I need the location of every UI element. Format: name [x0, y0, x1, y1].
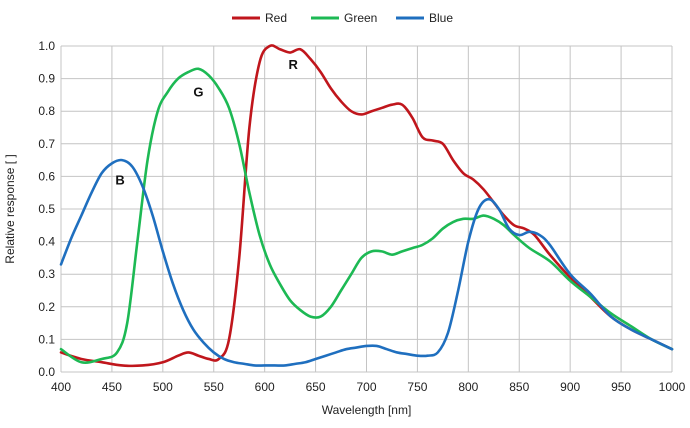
y-axis-title: Relative response [ ]: [3, 154, 17, 263]
y-tick-label: 0.7: [38, 137, 55, 151]
x-tick-label: 500: [153, 380, 173, 394]
y-tick-label: 0.2: [38, 300, 55, 314]
legend-label-green: Green: [344, 11, 377, 25]
series-lines: [59, 44, 674, 368]
y-tick-label: 0.0: [38, 365, 55, 379]
x-tick-label: 800: [458, 380, 478, 394]
y-tick-label: 0.5: [38, 202, 55, 216]
x-tick-label: 600: [255, 380, 275, 394]
annotation-b: B: [115, 173, 124, 188]
y-tick-label: 0.3: [38, 267, 55, 281]
x-tick-label: 700: [356, 380, 376, 394]
y-tick-label: 0.1: [38, 332, 55, 346]
x-axis-title: Wavelength [nm]: [322, 403, 412, 417]
y-tick-label: 1.0: [38, 39, 55, 53]
legend-label-red: Red: [265, 11, 287, 25]
legend-label-blue: Blue: [429, 11, 453, 25]
x-tick-label: 400: [51, 380, 71, 394]
series-line-blue: [59, 158, 674, 367]
x-tick-label: 900: [560, 380, 580, 394]
y-tick-label: 0.9: [38, 72, 55, 86]
y-tick-label: 0.6: [38, 169, 55, 183]
x-tick-label: 850: [509, 380, 529, 394]
x-tick-label: 950: [611, 380, 631, 394]
x-tick-labels: 400 450 500 550 600 650 700 750 800 850 900 950 1000: [51, 380, 686, 394]
y-tick-labels: 0.0 0.1 0.2 0.3 0.4 0.5 0.6 0.7 0.8 0.9 1.0: [38, 39, 55, 379]
x-tick-label: 550: [204, 380, 224, 394]
y-tick-label: 0.4: [38, 235, 55, 249]
legend: Red Green Blue: [232, 11, 453, 25]
annotation-g: G: [193, 85, 203, 100]
annotations: B G R: [115, 57, 298, 188]
x-tick-label: 450: [102, 380, 122, 394]
x-tick-label: 750: [407, 380, 427, 394]
annotation-r: R: [288, 57, 298, 72]
x-tick-label: 1000: [659, 380, 686, 394]
gridlines: [60, 45, 673, 373]
series-line-red: [59, 44, 674, 368]
x-tick-label: 650: [306, 380, 326, 394]
y-tick-label: 0.8: [38, 104, 55, 118]
